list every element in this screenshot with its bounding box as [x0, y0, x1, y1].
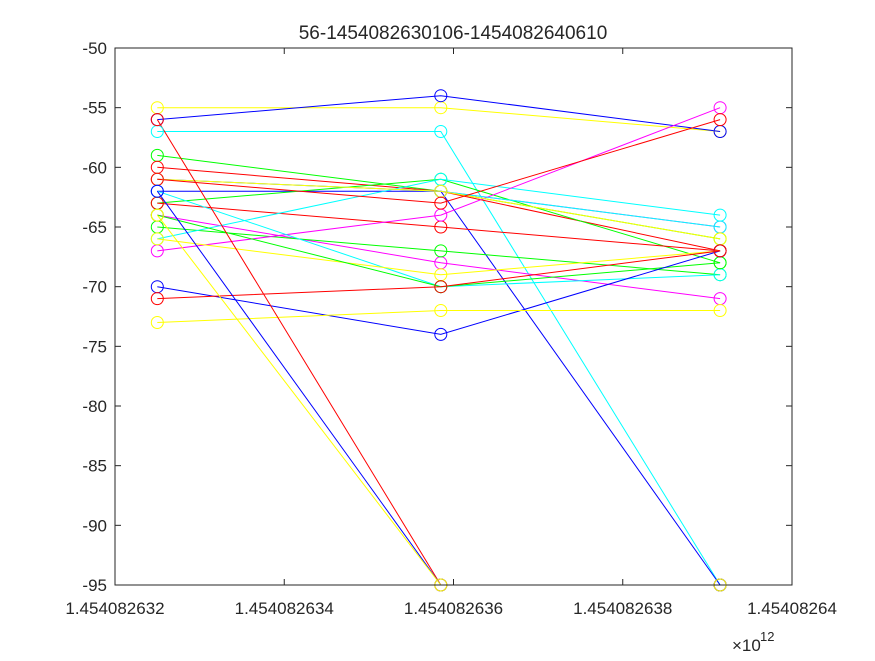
y-tick-label: -95 [82, 576, 107, 595]
plot-area [115, 48, 792, 585]
y-tick-label: -75 [82, 337, 107, 356]
data-point [150, 113, 164, 127]
x-axis-exponent: ×10 12 [732, 629, 774, 655]
y-tick-label: -80 [82, 397, 107, 416]
x-tick-label: 1.454082638 [573, 599, 672, 618]
x-tick-label: 1.454082632 [65, 599, 164, 618]
y-tick-label: -65 [82, 218, 107, 237]
x-tick-label: 1.454082636 [404, 599, 503, 618]
data-point [434, 196, 448, 210]
y-tick-label: -70 [82, 278, 107, 297]
y-tick-label: -55 [82, 99, 107, 118]
y-tick-label: -50 [82, 39, 107, 58]
series-line-1 [157, 107, 721, 132]
series-line-2 [157, 95, 721, 132]
data-point [434, 280, 448, 294]
data-point [150, 184, 164, 198]
series-line-16 [157, 119, 721, 204]
series-line-21 [157, 250, 721, 300]
series-line-10 [157, 214, 721, 300]
series-layer [156, 95, 721, 586]
series-line-22 [157, 310, 721, 323]
x-axis-exponent-power: 12 [760, 629, 774, 644]
chart-title: 56-1454082630106-1454082640610 [299, 23, 608, 44]
x-axis-exponent-base: ×10 [732, 636, 761, 655]
y-tick-label: -60 [82, 158, 107, 177]
series-line-20 [157, 250, 721, 335]
data-point [434, 125, 448, 138]
series-line-18 [157, 238, 721, 276]
x-tick-label: 1.45408264 [747, 599, 837, 618]
tick-layer: 1.454082632 1.454082634 1.454082636 1.45408… [65, 39, 837, 618]
data-point [150, 208, 164, 222]
data-point [150, 292, 164, 306]
data-point [434, 89, 448, 103]
data-point [150, 232, 164, 246]
series-line-15 [157, 178, 721, 240]
data-point [434, 327, 448, 341]
y-tick-label: -90 [82, 516, 107, 535]
y-tick-label: -85 [82, 457, 107, 476]
x-tick-label: 1.454082634 [235, 599, 334, 618]
data-point [434, 304, 448, 317]
series-line-11 [157, 226, 721, 276]
series-line-3 [157, 131, 721, 586]
data-point [434, 244, 448, 258]
series-line-12 [157, 178, 721, 240]
data-point [713, 244, 727, 258]
data-point [713, 304, 727, 317]
series-line-9 [157, 202, 721, 252]
data-point [150, 316, 164, 329]
data-point [713, 113, 727, 127]
